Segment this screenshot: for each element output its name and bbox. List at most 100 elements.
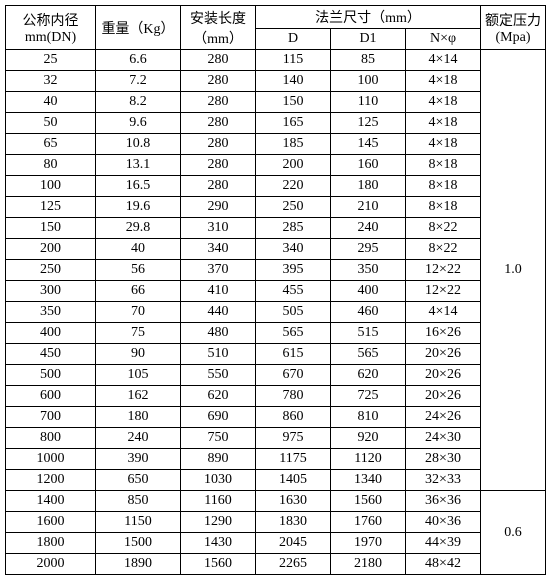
cell-d: 1630 xyxy=(256,491,331,512)
cell-wt: 390 xyxy=(96,449,181,470)
cell-d: 150 xyxy=(256,92,331,113)
cell-d: 220 xyxy=(256,176,331,197)
cell-dn: 1800 xyxy=(6,533,96,554)
cell-len: 340 xyxy=(181,239,256,260)
table-row: 327.22801401004×18 xyxy=(6,71,546,92)
cell-dn: 2000 xyxy=(6,554,96,575)
cell-n: 8×18 xyxy=(406,176,481,197)
cell-len: 280 xyxy=(181,71,256,92)
cell-len: 280 xyxy=(181,134,256,155)
cell-n: 12×22 xyxy=(406,260,481,281)
table-row: 8013.12802001608×18 xyxy=(6,155,546,176)
cell-d: 285 xyxy=(256,218,331,239)
cell-d1: 180 xyxy=(331,176,406,197)
table-row: 1600115012901830176040×36 xyxy=(6,512,546,533)
table-row: 1800150014302045197044×39 xyxy=(6,533,546,554)
cell-wt: 162 xyxy=(96,386,181,407)
cell-len: 290 xyxy=(181,197,256,218)
header-length: 安装长度（mm） xyxy=(181,6,256,50)
cell-len: 1160 xyxy=(181,491,256,512)
cell-wt: 180 xyxy=(96,407,181,428)
header-pressure: 额定压力 (Mpa) xyxy=(481,6,546,50)
cell-d1: 400 xyxy=(331,281,406,302)
cell-n: 4×14 xyxy=(406,302,481,323)
cell-d1: 725 xyxy=(331,386,406,407)
cell-dn: 100 xyxy=(6,176,96,197)
cell-n: 4×18 xyxy=(406,92,481,113)
cell-d1: 1340 xyxy=(331,470,406,491)
cell-dn: 50 xyxy=(6,113,96,134)
cell-n: 16×26 xyxy=(406,323,481,344)
cell-wt: 90 xyxy=(96,344,181,365)
cell-d1: 810 xyxy=(331,407,406,428)
cell-dn: 125 xyxy=(6,197,96,218)
table-row: 70018069086081024×26 xyxy=(6,407,546,428)
cell-d: 1405 xyxy=(256,470,331,491)
cell-len: 620 xyxy=(181,386,256,407)
table-row: 2000189015602265218048×42 xyxy=(6,554,546,575)
cell-wt: 1890 xyxy=(96,554,181,575)
cell-d1: 565 xyxy=(331,344,406,365)
header-d: D xyxy=(256,29,331,50)
cell-d1: 145 xyxy=(331,134,406,155)
table-header: 公称内径 mm(DN) 重量（Kg） 安装长度（mm） 法兰尺寸（mm） 额定压… xyxy=(6,6,546,50)
cell-n: 20×26 xyxy=(406,386,481,407)
cell-dn: 25 xyxy=(6,50,96,71)
table-row: 80024075097592024×30 xyxy=(6,428,546,449)
cell-d1: 125 xyxy=(331,113,406,134)
cell-n: 8×18 xyxy=(406,155,481,176)
cell-dn: 500 xyxy=(6,365,96,386)
table-row: 4509051061556520×26 xyxy=(6,344,546,365)
cell-d: 200 xyxy=(256,155,331,176)
cell-wt: 13.1 xyxy=(96,155,181,176)
table-row: 509.62801651254×18 xyxy=(6,113,546,134)
cell-pressure: 1.0 xyxy=(481,50,546,491)
cell-n: 40×36 xyxy=(406,512,481,533)
cell-n: 4×18 xyxy=(406,134,481,155)
cell-wt: 8.2 xyxy=(96,92,181,113)
cell-d: 670 xyxy=(256,365,331,386)
table-row: 10003908901175112028×30 xyxy=(6,449,546,470)
header-dn: 公称内径 mm(DN) xyxy=(6,6,96,50)
cell-d1: 295 xyxy=(331,239,406,260)
cell-wt: 105 xyxy=(96,365,181,386)
table-row: 12519.62902502108×18 xyxy=(6,197,546,218)
cell-wt: 19.6 xyxy=(96,197,181,218)
header-pressure-line2: (Mpa) xyxy=(496,30,531,45)
cell-len: 410 xyxy=(181,281,256,302)
table-row: 2505637039535012×22 xyxy=(6,260,546,281)
table-body: 256.6280115854×141.0327.22801401004×1840… xyxy=(6,50,546,575)
cell-len: 370 xyxy=(181,260,256,281)
cell-dn: 300 xyxy=(6,281,96,302)
cell-d: 505 xyxy=(256,302,331,323)
cell-dn: 250 xyxy=(6,260,96,281)
cell-wt: 6.6 xyxy=(96,50,181,71)
table-row: 256.6280115854×141.0 xyxy=(6,50,546,71)
table-row: 15029.83102852408×22 xyxy=(6,218,546,239)
cell-len: 510 xyxy=(181,344,256,365)
cell-wt: 7.2 xyxy=(96,71,181,92)
header-flange-group: 法兰尺寸（mm） xyxy=(256,6,481,29)
cell-d1: 1760 xyxy=(331,512,406,533)
cell-d: 1830 xyxy=(256,512,331,533)
cell-dn: 700 xyxy=(6,407,96,428)
cell-d1: 620 xyxy=(331,365,406,386)
cell-len: 310 xyxy=(181,218,256,239)
cell-len: 280 xyxy=(181,50,256,71)
cell-d1: 240 xyxy=(331,218,406,239)
cell-d: 250 xyxy=(256,197,331,218)
cell-dn: 40 xyxy=(6,92,96,113)
cell-wt: 29.8 xyxy=(96,218,181,239)
cell-n: 8×22 xyxy=(406,218,481,239)
cell-d: 975 xyxy=(256,428,331,449)
cell-d: 860 xyxy=(256,407,331,428)
cell-wt: 650 xyxy=(96,470,181,491)
cell-dn: 1600 xyxy=(6,512,96,533)
cell-d1: 2180 xyxy=(331,554,406,575)
cell-wt: 56 xyxy=(96,260,181,281)
table-row: 200403403402958×22 xyxy=(6,239,546,260)
cell-n: 24×26 xyxy=(406,407,481,428)
cell-len: 480 xyxy=(181,323,256,344)
table-row: 3006641045540012×22 xyxy=(6,281,546,302)
cell-n: 36×36 xyxy=(406,491,481,512)
